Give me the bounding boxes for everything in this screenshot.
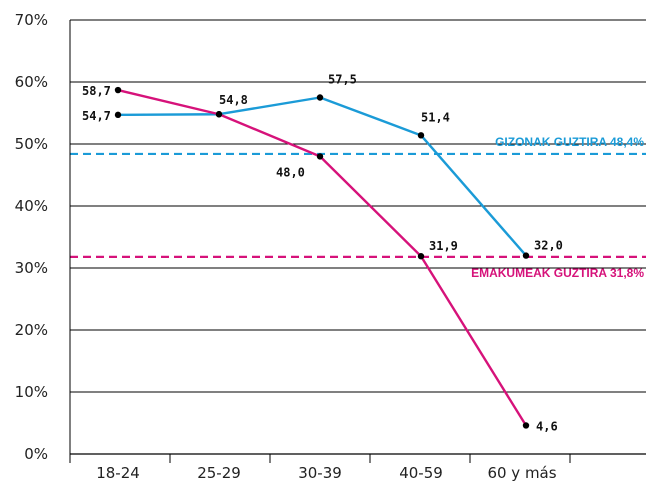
- y-tick-label: 20%: [15, 321, 48, 339]
- x-tick-label: 30-39: [298, 464, 342, 482]
- y-tick-label: 40%: [15, 197, 48, 215]
- data-point: [418, 132, 424, 138]
- data-label: 54,7: [82, 109, 111, 123]
- data-label: 54,8: [219, 93, 248, 107]
- x-tick-label: 60 y más: [487, 464, 556, 482]
- reference-line-label: EMAKUMEAK GUZTIRA 31,8%: [471, 266, 644, 280]
- data-point: [216, 111, 222, 117]
- x-tick-label: 25-29: [197, 464, 241, 482]
- reference-line-label: GIZONAK GUZTIRA 48,4%: [495, 135, 644, 149]
- data-point: [115, 112, 121, 118]
- data-label: 48,0: [276, 165, 305, 179]
- grid-lines: [70, 20, 646, 454]
- x-tick-label: 40-59: [399, 464, 443, 482]
- data-label: 51,4: [421, 110, 450, 124]
- data-point: [115, 87, 121, 93]
- data-label: 57,5: [328, 73, 357, 87]
- y-tick-label: 70%: [15, 11, 48, 29]
- data-labels: 54,7 54,8 57,5 51,4 32,0 58,7 48,0 31,9 4,6: [82, 73, 563, 434]
- data-label: 4,6: [536, 419, 558, 433]
- data-label: 58,7: [82, 84, 111, 98]
- data-point: [523, 422, 529, 428]
- reference-lines: GIZONAK GUZTIRA 48,4% EMAKUMEAK GUZTIRA 3…: [70, 135, 646, 280]
- data-point: [418, 253, 424, 259]
- data-point: [523, 252, 529, 258]
- data-label: 31,9: [429, 239, 458, 253]
- y-tick-label: 30%: [15, 259, 48, 277]
- y-tick-label: 60%: [15, 73, 48, 91]
- data-point: [317, 153, 323, 159]
- y-tick-label: 10%: [15, 383, 48, 401]
- y-tick-label: 0%: [24, 445, 48, 463]
- data-point: [317, 94, 323, 100]
- series-line: [118, 98, 526, 256]
- x-tick-label: 18-24: [96, 464, 140, 482]
- data-label: 32,0: [534, 239, 563, 253]
- y-tick-label: 50%: [15, 135, 48, 153]
